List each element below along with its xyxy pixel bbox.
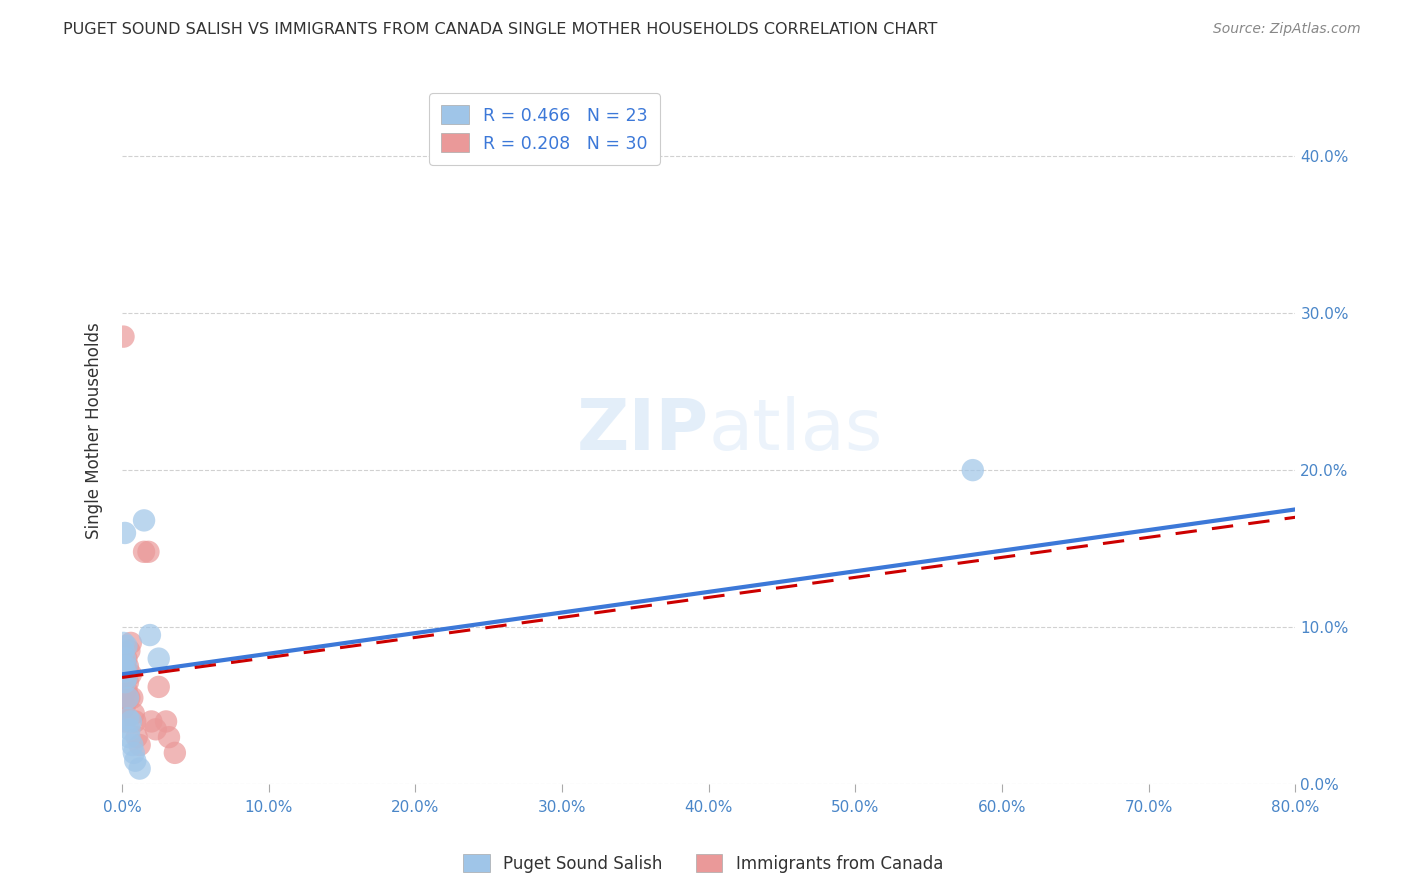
Point	[128, 738, 150, 752]
Point	[118, 690, 141, 705]
Point	[115, 683, 138, 698]
Point	[112, 680, 135, 694]
Point	[132, 545, 155, 559]
Point	[115, 659, 138, 673]
Point	[121, 738, 143, 752]
Point	[114, 675, 136, 690]
Point	[117, 711, 139, 725]
Text: ZIP: ZIP	[576, 396, 709, 466]
Text: Source: ZipAtlas.com: Source: ZipAtlas.com	[1213, 22, 1361, 37]
Point	[118, 723, 141, 737]
Point	[115, 651, 138, 665]
Legend: R = 0.466   N = 23, R = 0.208   N = 30: R = 0.466 N = 23, R = 0.208 N = 30	[429, 93, 659, 165]
Point	[114, 714, 136, 729]
Point	[125, 730, 148, 744]
Point	[121, 690, 143, 705]
Point	[115, 639, 138, 653]
Point	[114, 525, 136, 540]
Point	[163, 746, 186, 760]
Text: PUGET SOUND SALISH VS IMMIGRANTS FROM CANADA SINGLE MOTHER HOUSEHOLDS CORRELATIO: PUGET SOUND SALISH VS IMMIGRANTS FROM CA…	[63, 22, 938, 37]
Point	[120, 636, 142, 650]
Point	[122, 706, 145, 721]
Point	[132, 513, 155, 527]
Point	[117, 659, 139, 673]
Point	[962, 463, 984, 477]
Point	[112, 636, 135, 650]
Point	[124, 714, 146, 729]
Point	[124, 754, 146, 768]
Point	[138, 545, 160, 559]
Point	[117, 690, 139, 705]
Point	[117, 690, 139, 705]
Text: atlas: atlas	[709, 396, 883, 466]
Point	[115, 670, 138, 684]
Point	[120, 714, 142, 729]
Point	[120, 667, 142, 681]
Point	[157, 730, 180, 744]
Point	[141, 714, 163, 729]
Point	[118, 644, 141, 658]
Point	[117, 675, 139, 690]
Point	[114, 670, 136, 684]
Point	[148, 680, 170, 694]
Point	[112, 702, 135, 716]
Point	[112, 690, 135, 705]
Legend: Puget Sound Salish, Immigrants from Canada: Puget Sound Salish, Immigrants from Cana…	[457, 847, 949, 880]
Point	[128, 762, 150, 776]
Point	[115, 664, 138, 678]
Point	[114, 664, 136, 678]
Point	[114, 651, 136, 665]
Point	[112, 329, 135, 343]
Point	[122, 746, 145, 760]
Point	[145, 723, 167, 737]
Point	[139, 628, 162, 642]
Point	[148, 651, 170, 665]
Point	[112, 644, 135, 658]
Y-axis label: Single Mother Households: Single Mother Households	[86, 323, 103, 540]
Point	[112, 659, 135, 673]
Point	[155, 714, 177, 729]
Point	[114, 698, 136, 713]
Point	[118, 730, 141, 744]
